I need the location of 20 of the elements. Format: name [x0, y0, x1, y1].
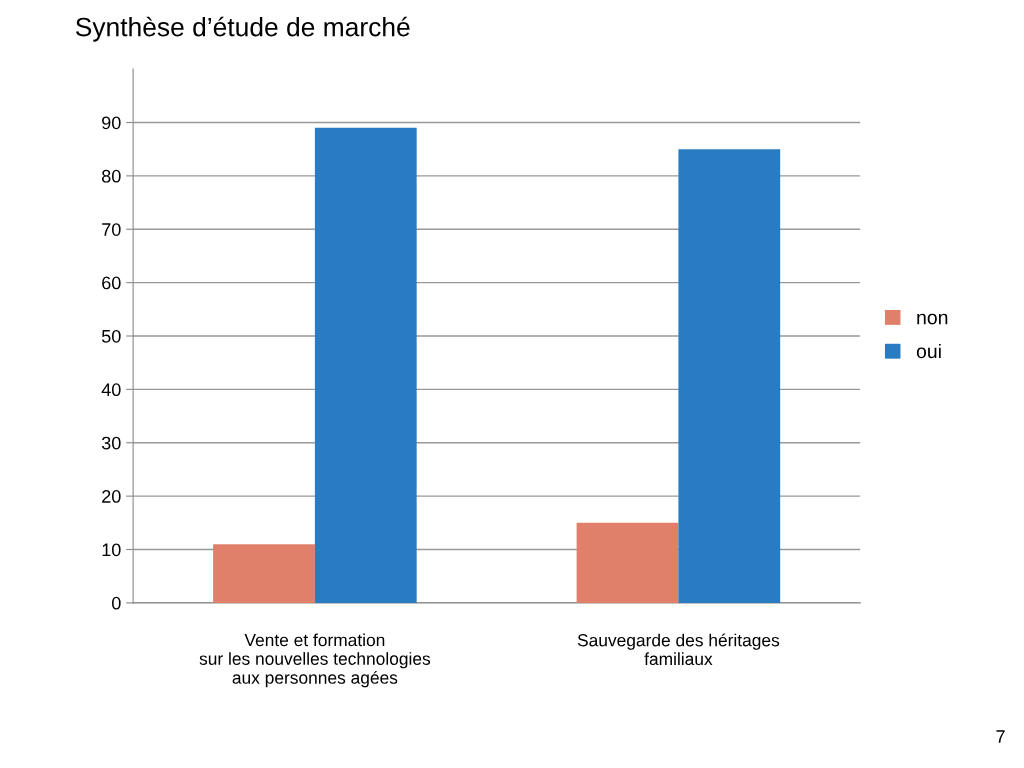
legend-label: oui	[916, 343, 941, 359]
bar	[314, 127, 417, 603]
x-tick-label: Vente et formation sur les nouvelles technologies aux personnes agées	[199, 633, 431, 688]
chart-title: Synthèse d’étude de marché	[75, 16, 410, 42]
bar	[678, 149, 781, 603]
y-tick-label: 60	[102, 276, 121, 290]
text: 7	[996, 730, 1005, 743]
bar	[213, 544, 315, 603]
y-tick-label: 90	[102, 116, 121, 130]
y-tick-label: 50	[101, 329, 121, 343]
y-tick-label: 30	[101, 436, 121, 450]
x-tick-label: Sauvegarde des héritages familiaux	[577, 633, 780, 666]
y-tick-label: 40	[101, 383, 121, 397]
bar	[576, 522, 679, 603]
y-tick-label: 20	[102, 490, 121, 503]
y-tick-label: 10	[102, 543, 121, 557]
y-tick-label: 80	[102, 169, 121, 183]
y-tick-label: 0	[111, 596, 121, 610]
legend-label: non	[917, 313, 948, 325]
y-tick-label: 70	[102, 223, 121, 236]
